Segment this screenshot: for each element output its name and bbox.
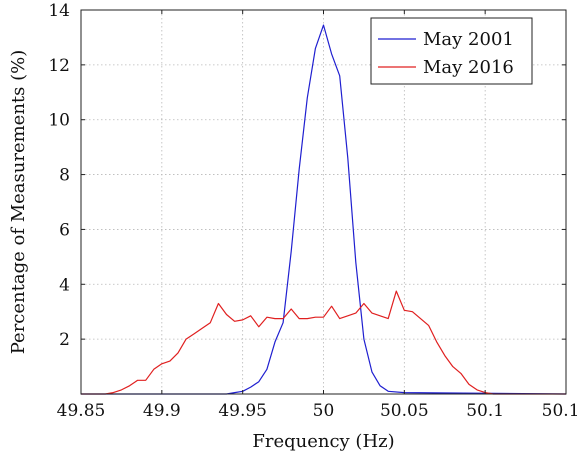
x-tick-label: 50.15 [542,401,577,421]
series-line-may-2016 [81,290,566,395]
legend-label-may-2001: May 2001 [423,29,514,50]
x-tick-label: 50.05 [380,401,429,421]
y-tick-label: 4 [59,275,70,295]
series-lines [81,24,567,395]
legend: May 2001 May 2016 [370,17,533,85]
y-tick-label: 10 [48,111,70,131]
series-line-may-2001 [81,24,567,395]
y-tick-label: 6 [59,220,70,240]
x-tick-label: 49.9 [143,401,181,421]
x-axis-title: Frequency (Hz) [252,431,394,452]
y-tick-label: 14 [48,1,70,21]
legend-box [370,17,533,85]
y-tick-label: 2 [59,330,70,350]
axis-ticks [80,9,567,394]
y-tick-label: 8 [59,166,70,186]
x-tick-label: 50.1 [466,401,504,421]
tick-labels: 49.85 49.9 49.95 50 50.05 50.1 50.15 2 4 6 8 10 12 14 [48,1,577,421]
legend-label-may-2016: May 2016 [423,57,514,78]
y-tick-label: 12 [48,56,70,76]
x-tick-label: 49.85 [57,401,106,421]
y-axis-title: Percentage of Measurements (%) [8,50,29,355]
x-tick-label: 49.95 [218,401,267,421]
x-tick-label: 50 [313,401,335,421]
